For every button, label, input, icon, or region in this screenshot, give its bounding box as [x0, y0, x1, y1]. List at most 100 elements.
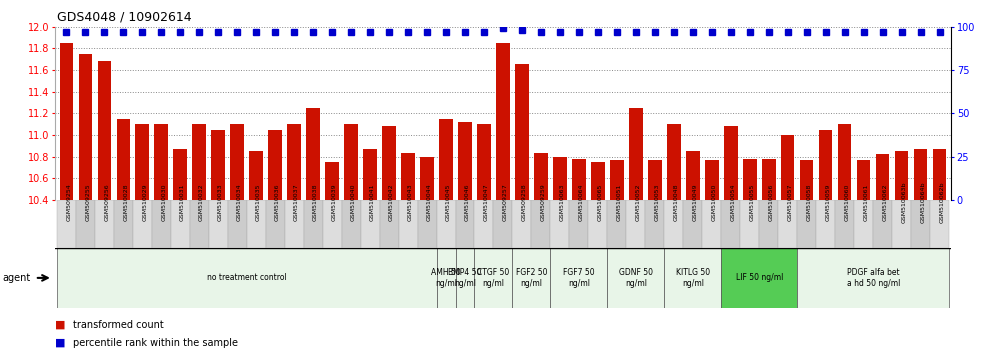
Bar: [474, 248, 513, 308]
Bar: [496, 43, 510, 200]
Bar: [876, 154, 889, 200]
Bar: [114, 200, 132, 248]
Bar: [436, 248, 455, 308]
Bar: [304, 200, 323, 248]
Bar: [513, 248, 551, 308]
Bar: [629, 108, 642, 200]
Bar: [683, 200, 702, 248]
Bar: [589, 200, 608, 248]
Bar: [364, 149, 376, 200]
Text: CTGF 50
ng/ml: CTGF 50 ng/ml: [477, 268, 510, 287]
Text: GSM510029: GSM510029: [142, 184, 147, 221]
Text: GSM510045: GSM510045: [446, 184, 451, 221]
Bar: [398, 200, 417, 248]
Bar: [288, 124, 301, 200]
Text: GSM510041: GSM510041: [371, 184, 375, 221]
Text: no treatment control: no treatment control: [207, 273, 287, 282]
Text: GSM510036: GSM510036: [275, 184, 280, 221]
Text: FGF2 50
ng/ml: FGF2 50 ng/ml: [516, 268, 547, 287]
Text: GSM510064: GSM510064: [579, 184, 584, 221]
Bar: [532, 200, 551, 248]
Text: LIF 50 ng/ml: LIF 50 ng/ml: [736, 273, 783, 282]
Bar: [189, 200, 208, 248]
Text: KITLG 50
ng/ml: KITLG 50 ng/ml: [676, 268, 710, 287]
Bar: [721, 200, 740, 248]
Bar: [592, 162, 605, 200]
Bar: [873, 200, 892, 248]
Bar: [455, 248, 474, 308]
Text: GSM510063b: GSM510063b: [901, 182, 906, 223]
Bar: [401, 153, 414, 200]
Bar: [361, 200, 379, 248]
Bar: [551, 200, 570, 248]
Text: GSM510054: GSM510054: [731, 184, 736, 221]
Text: GSM510062: GSM510062: [882, 184, 887, 221]
Bar: [60, 43, 73, 200]
Text: GSM510030: GSM510030: [161, 184, 166, 221]
Bar: [798, 248, 949, 308]
Text: GSM510047: GSM510047: [484, 184, 489, 221]
Bar: [554, 156, 567, 200]
Bar: [458, 122, 472, 200]
Bar: [382, 126, 395, 200]
Bar: [76, 200, 95, 248]
Bar: [778, 200, 798, 248]
Bar: [930, 200, 949, 248]
Bar: [98, 61, 111, 200]
Bar: [474, 200, 493, 248]
Bar: [436, 200, 455, 248]
Bar: [170, 200, 189, 248]
Bar: [743, 159, 757, 200]
Bar: [626, 200, 645, 248]
Bar: [192, 124, 206, 200]
Text: GSM510039: GSM510039: [332, 184, 337, 221]
Text: PDGF alfa bet
a hd 50 ng/ml: PDGF alfa bet a hd 50 ng/ml: [847, 268, 900, 287]
Text: GSM510048: GSM510048: [674, 184, 679, 221]
Bar: [762, 159, 776, 200]
Bar: [342, 200, 361, 248]
Bar: [551, 248, 608, 308]
Bar: [933, 149, 946, 200]
Bar: [95, 200, 114, 248]
Bar: [269, 130, 282, 200]
Bar: [117, 119, 129, 200]
Text: GSM510058: GSM510058: [807, 184, 812, 221]
Text: GSM510049: GSM510049: [693, 184, 698, 221]
Text: GSM510046: GSM510046: [465, 184, 470, 221]
Bar: [645, 200, 664, 248]
Text: GSM510031: GSM510031: [180, 184, 185, 221]
Bar: [648, 160, 661, 200]
Bar: [439, 119, 452, 200]
Bar: [534, 153, 548, 200]
Bar: [513, 200, 532, 248]
Bar: [570, 200, 589, 248]
Bar: [323, 200, 342, 248]
Bar: [740, 200, 759, 248]
Bar: [326, 162, 339, 200]
Text: GSM510042: GSM510042: [389, 184, 394, 221]
Text: transformed count: transformed count: [73, 320, 163, 330]
Text: GSM510053: GSM510053: [655, 184, 660, 221]
Text: FGF7 50
ng/ml: FGF7 50 ng/ml: [563, 268, 595, 287]
Bar: [892, 200, 911, 248]
Text: GSM510059: GSM510059: [826, 184, 831, 221]
Text: GSM509257: GSM509257: [503, 183, 508, 221]
Text: GSM510051: GSM510051: [617, 184, 622, 221]
Bar: [228, 200, 247, 248]
Bar: [57, 248, 436, 308]
Bar: [417, 200, 436, 248]
Bar: [724, 126, 737, 200]
Text: GSM510028: GSM510028: [124, 184, 128, 221]
Text: GSM510050: GSM510050: [712, 184, 717, 221]
Bar: [249, 151, 263, 200]
Bar: [611, 160, 623, 200]
Text: GSM510032: GSM510032: [199, 184, 204, 221]
Bar: [79, 54, 92, 200]
Bar: [839, 124, 852, 200]
Text: ■: ■: [55, 338, 66, 348]
Bar: [173, 149, 187, 200]
Bar: [379, 200, 398, 248]
Text: ■: ■: [55, 320, 66, 330]
Bar: [230, 124, 244, 200]
Text: GSM510037: GSM510037: [294, 184, 299, 221]
